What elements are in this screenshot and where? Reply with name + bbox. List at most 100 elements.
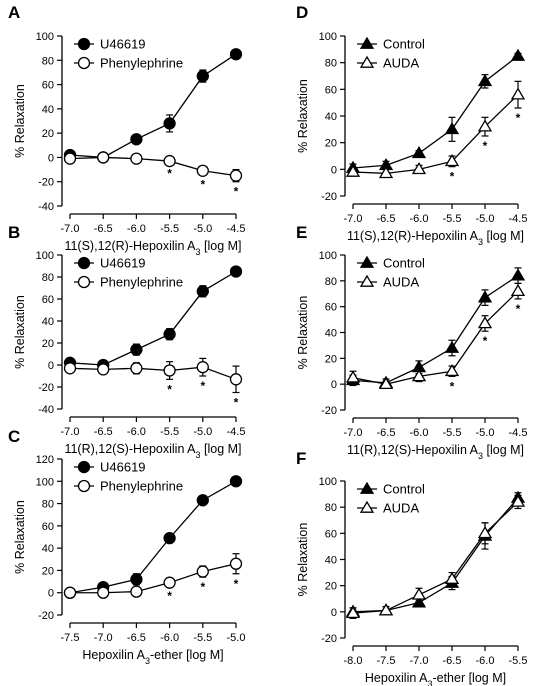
significance-star: * bbox=[516, 302, 521, 316]
y-tick-label: 20 bbox=[42, 128, 54, 140]
y-tick-label: 100 bbox=[36, 31, 54, 43]
data-point bbox=[196, 494, 209, 507]
series-u46619 bbox=[63, 475, 243, 599]
data-point bbox=[378, 376, 394, 390]
x-tick-label: -7.5 bbox=[61, 632, 80, 644]
data-point bbox=[229, 373, 243, 386]
data-point bbox=[477, 119, 493, 132]
x-tick-label: -4.5 bbox=[227, 426, 246, 438]
y-tick-label: 80 bbox=[325, 502, 337, 514]
data-point bbox=[444, 340, 460, 353]
x-tick-label: -4.5 bbox=[509, 427, 528, 439]
y-tick-label: 20 bbox=[42, 338, 54, 350]
legend-marker bbox=[359, 481, 375, 494]
legend-item-auda: AUDA bbox=[357, 501, 419, 516]
data-point bbox=[444, 571, 460, 584]
y-tick-label: 0 bbox=[48, 360, 54, 372]
panel-letter: F bbox=[296, 449, 306, 468]
x-tick-label: -5.5 bbox=[509, 655, 528, 667]
data-point bbox=[130, 585, 143, 598]
data-point bbox=[63, 362, 77, 375]
panel-letter: B bbox=[8, 223, 20, 242]
panel-f: F -20 0 20 40 60 80 100 -8.0 -7.5 -7.0 -6.5 -6.0 -5.5… bbox=[296, 449, 527, 686]
x-tick-label: -6.0 bbox=[127, 426, 146, 438]
y-tick-label: 100 bbox=[36, 476, 54, 488]
x-tick-label: -6.5 bbox=[377, 427, 396, 439]
legend-label: U46619 bbox=[100, 256, 146, 271]
y-tick-label: 0 bbox=[48, 588, 54, 600]
y-tick-label: 80 bbox=[42, 272, 54, 284]
panel-letter: E bbox=[296, 223, 307, 242]
series-phenylephrine bbox=[63, 553, 243, 599]
data-point bbox=[510, 87, 526, 100]
x-axis-label: 11(S),12(R)-Hepoxilin A3 [log M] bbox=[64, 239, 241, 257]
legend-label: Phenylephrine bbox=[100, 479, 183, 494]
y-tick-label: 0 bbox=[331, 379, 337, 391]
y-tick-label: 40 bbox=[42, 543, 54, 555]
data-point bbox=[130, 362, 143, 375]
legend-label: Control bbox=[383, 256, 425, 271]
panel-c: C -20 0 20 40 60 80 100 120 -7.5 -7.0 -6.5 -6.0 -5.5 -… bbox=[8, 427, 245, 666]
panel-a: A -40 -20 0 20 40 60 80 100 -7.0 -6.5 -6.0 -5.5 -5.0 -… bbox=[8, 3, 245, 257]
legend-marker bbox=[359, 36, 375, 49]
data-point bbox=[378, 603, 394, 616]
legend-label: Control bbox=[383, 37, 425, 52]
x-tick-label: -5.0 bbox=[476, 427, 495, 439]
significance-star: * bbox=[234, 185, 239, 199]
data-point bbox=[510, 283, 526, 297]
significance-star: * bbox=[200, 379, 205, 393]
data-point bbox=[130, 573, 143, 586]
x-tick-label: -5.0 bbox=[193, 426, 212, 438]
data-point bbox=[196, 565, 209, 578]
legend: Control AUDA bbox=[357, 256, 425, 290]
x-tick-label: -6.5 bbox=[94, 223, 113, 235]
legend-item-phenylephrine: Phenylephrine bbox=[74, 479, 183, 494]
x-axis-label: Hepoxilin A3-ether [log M] bbox=[365, 671, 506, 686]
legend-marker bbox=[77, 37, 91, 51]
legend-label: U46619 bbox=[100, 37, 146, 52]
x-tick-label: -5.5 bbox=[443, 427, 462, 439]
x-tick-label: -5.0 bbox=[476, 213, 495, 225]
data-point bbox=[130, 133, 143, 146]
legend-marker bbox=[77, 256, 91, 270]
legend-label: Control bbox=[383, 482, 425, 497]
significance-star: * bbox=[200, 177, 205, 191]
legend-marker bbox=[359, 255, 375, 268]
x-tick-label: -7.0 bbox=[94, 632, 113, 644]
y-tick-label: 20 bbox=[325, 581, 337, 593]
data-point bbox=[411, 587, 427, 600]
data-point bbox=[444, 122, 460, 135]
x-tick-label: -5.5 bbox=[160, 223, 179, 235]
y-tick-label: 40 bbox=[42, 316, 54, 328]
x-tick-label: -7.0 bbox=[61, 223, 80, 235]
x-tick-label: -6.0 bbox=[410, 427, 429, 439]
data-point bbox=[345, 605, 361, 618]
legend-item-u46619: U46619 bbox=[74, 460, 146, 475]
y-tick-label: 100 bbox=[319, 476, 337, 488]
legend: Control AUDA bbox=[357, 37, 425, 71]
y-tick-label: 60 bbox=[325, 302, 337, 314]
y-axis-label: % Relaxation bbox=[296, 296, 310, 370]
legend-marker bbox=[77, 275, 91, 289]
y-tick-label: 20 bbox=[42, 565, 54, 577]
panel-d: D -20 0 20 40 60 80 100 -7.0 -6.5 -6.0 -5.5 -5.0 -4.5… bbox=[296, 3, 527, 247]
series-control bbox=[345, 267, 526, 388]
series-line bbox=[352, 497, 519, 613]
y-tick-label: 80 bbox=[325, 58, 337, 70]
legend: U46619 Phenylephrine bbox=[74, 460, 183, 494]
y-tick-label: 0 bbox=[48, 152, 54, 164]
significance-star: * bbox=[450, 379, 455, 393]
data-point bbox=[411, 146, 427, 159]
y-tick-label: 120 bbox=[36, 454, 54, 466]
legend-item-phenylephrine: Phenylephrine bbox=[74, 56, 183, 71]
data-point bbox=[229, 48, 243, 61]
x-tick-label: -6.5 bbox=[377, 213, 396, 225]
legend-label: AUDA bbox=[383, 56, 419, 71]
data-point bbox=[444, 363, 460, 377]
legend-label: AUDA bbox=[383, 275, 419, 290]
legend-marker bbox=[359, 274, 375, 287]
legend-item-auda: AUDA bbox=[357, 56, 419, 71]
y-axis-label: % Relaxation bbox=[13, 295, 27, 369]
data-point bbox=[196, 361, 209, 374]
series-u46619 bbox=[63, 265, 243, 372]
